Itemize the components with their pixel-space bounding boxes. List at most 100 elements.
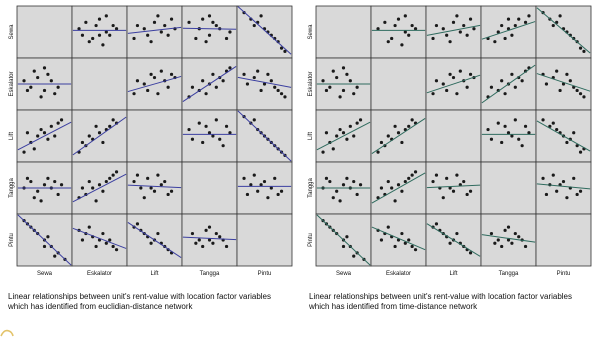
scatter-point xyxy=(80,186,85,190)
matrix-cell xyxy=(425,109,482,163)
scatter-point xyxy=(101,231,105,236)
scatter-point xyxy=(489,137,494,141)
scatter-point xyxy=(87,134,91,138)
scatter-point xyxy=(551,23,555,28)
x-axis-label: Tangga xyxy=(499,271,519,277)
scatter-point xyxy=(455,173,459,177)
scatter-point xyxy=(29,85,33,89)
scatter-point xyxy=(194,36,198,41)
y-axis-label: Lift xyxy=(9,132,15,140)
y-axis-label: Tangga xyxy=(308,177,314,197)
scatter-point xyxy=(393,244,397,249)
scatter-point xyxy=(39,127,43,132)
scatter-point xyxy=(517,17,521,21)
scatter-point xyxy=(338,95,342,99)
scatter-point xyxy=(390,186,394,190)
scatter-point xyxy=(36,134,40,138)
scatter-point xyxy=(386,134,390,138)
scatter-point xyxy=(142,82,146,86)
scatter-point xyxy=(262,82,267,86)
scatter-point xyxy=(197,238,201,242)
scatter-point xyxy=(386,179,390,184)
regression-line xyxy=(182,236,237,241)
scatter-point xyxy=(434,173,439,177)
scatter-point xyxy=(500,244,504,249)
scatter-point xyxy=(403,30,407,34)
scatter-point xyxy=(489,231,494,236)
caption-euclidian: Linear relationships between unit's rent… xyxy=(8,292,272,311)
scatter-point xyxy=(149,186,153,190)
scatter-point xyxy=(578,189,583,193)
scatter-point xyxy=(245,192,250,197)
scatter-point xyxy=(568,79,572,83)
scatter-point xyxy=(104,179,108,184)
matrix-cell xyxy=(181,109,238,163)
scatter-point xyxy=(517,235,521,239)
scatter-point xyxy=(324,131,329,135)
scatter-point xyxy=(132,36,136,41)
scatter-point xyxy=(97,183,102,187)
scatter-point xyxy=(324,88,329,93)
regression-line xyxy=(72,116,127,156)
scatter-point xyxy=(269,79,273,83)
scatter-point xyxy=(166,85,170,89)
scatter-matrix-euclidian-svg: Sewa Eskalator Lift Tangga Pintu Sewa Eskalato… xyxy=(3,4,295,284)
scatter-point xyxy=(111,244,115,249)
scatter-point xyxy=(355,192,359,197)
scatter-point xyxy=(53,254,57,258)
scatter-point xyxy=(273,85,277,89)
scatter-point xyxy=(283,49,287,53)
scatter-point xyxy=(396,131,401,135)
scatter-point xyxy=(32,147,36,151)
regression-line xyxy=(316,121,371,151)
scatter-point xyxy=(493,241,497,245)
scatter-point xyxy=(201,79,205,83)
scatter-point xyxy=(279,46,284,50)
matrix-cell xyxy=(480,161,537,215)
scatter-point xyxy=(114,27,119,31)
scatter-point xyxy=(149,241,153,245)
scatter-point xyxy=(513,23,517,28)
scatter-point xyxy=(169,189,174,193)
scatter-point xyxy=(468,72,473,76)
scatter-point xyxy=(163,23,167,28)
scatter-point xyxy=(393,199,397,203)
scatter-point xyxy=(348,124,352,128)
x-axis-label: Pintu xyxy=(258,271,272,277)
scatter-point xyxy=(506,17,511,21)
scatter-point xyxy=(561,82,566,86)
scatter-point xyxy=(87,225,91,229)
scatter-point xyxy=(42,183,47,187)
scatter-point xyxy=(578,150,583,154)
scatter-point xyxy=(149,40,153,44)
scatter-point xyxy=(431,92,435,96)
scatter-point xyxy=(207,131,212,135)
regression-line xyxy=(316,214,371,266)
scatter-point xyxy=(517,137,521,141)
scatter-point xyxy=(565,72,569,76)
caption-time: Linear relationships between unit's rent… xyxy=(309,292,573,311)
scatter-point xyxy=(431,36,435,41)
scatter-point xyxy=(555,20,559,24)
scatter-point xyxy=(376,27,380,31)
scatter-point xyxy=(53,92,57,96)
scatter-point xyxy=(403,241,407,245)
y-axis-label: Sewa xyxy=(9,24,15,40)
scatter-point xyxy=(523,124,528,128)
scatter-point xyxy=(166,192,170,197)
scatter-point xyxy=(379,140,384,145)
scatter-point xyxy=(548,124,552,128)
scatter-point xyxy=(345,137,349,141)
y-axis-label: Eskalator xyxy=(9,71,15,96)
scatter-point xyxy=(410,23,414,28)
regression-line xyxy=(182,65,237,103)
scatter-point xyxy=(135,23,140,28)
scatter-point xyxy=(448,72,452,76)
scatter-point xyxy=(142,27,146,31)
scatter-point xyxy=(445,33,449,37)
scatter-point xyxy=(572,131,576,135)
matrix-cell xyxy=(236,213,293,267)
matrix-cell xyxy=(480,109,537,163)
scatter-point xyxy=(36,189,40,193)
scatter-point xyxy=(187,127,191,132)
